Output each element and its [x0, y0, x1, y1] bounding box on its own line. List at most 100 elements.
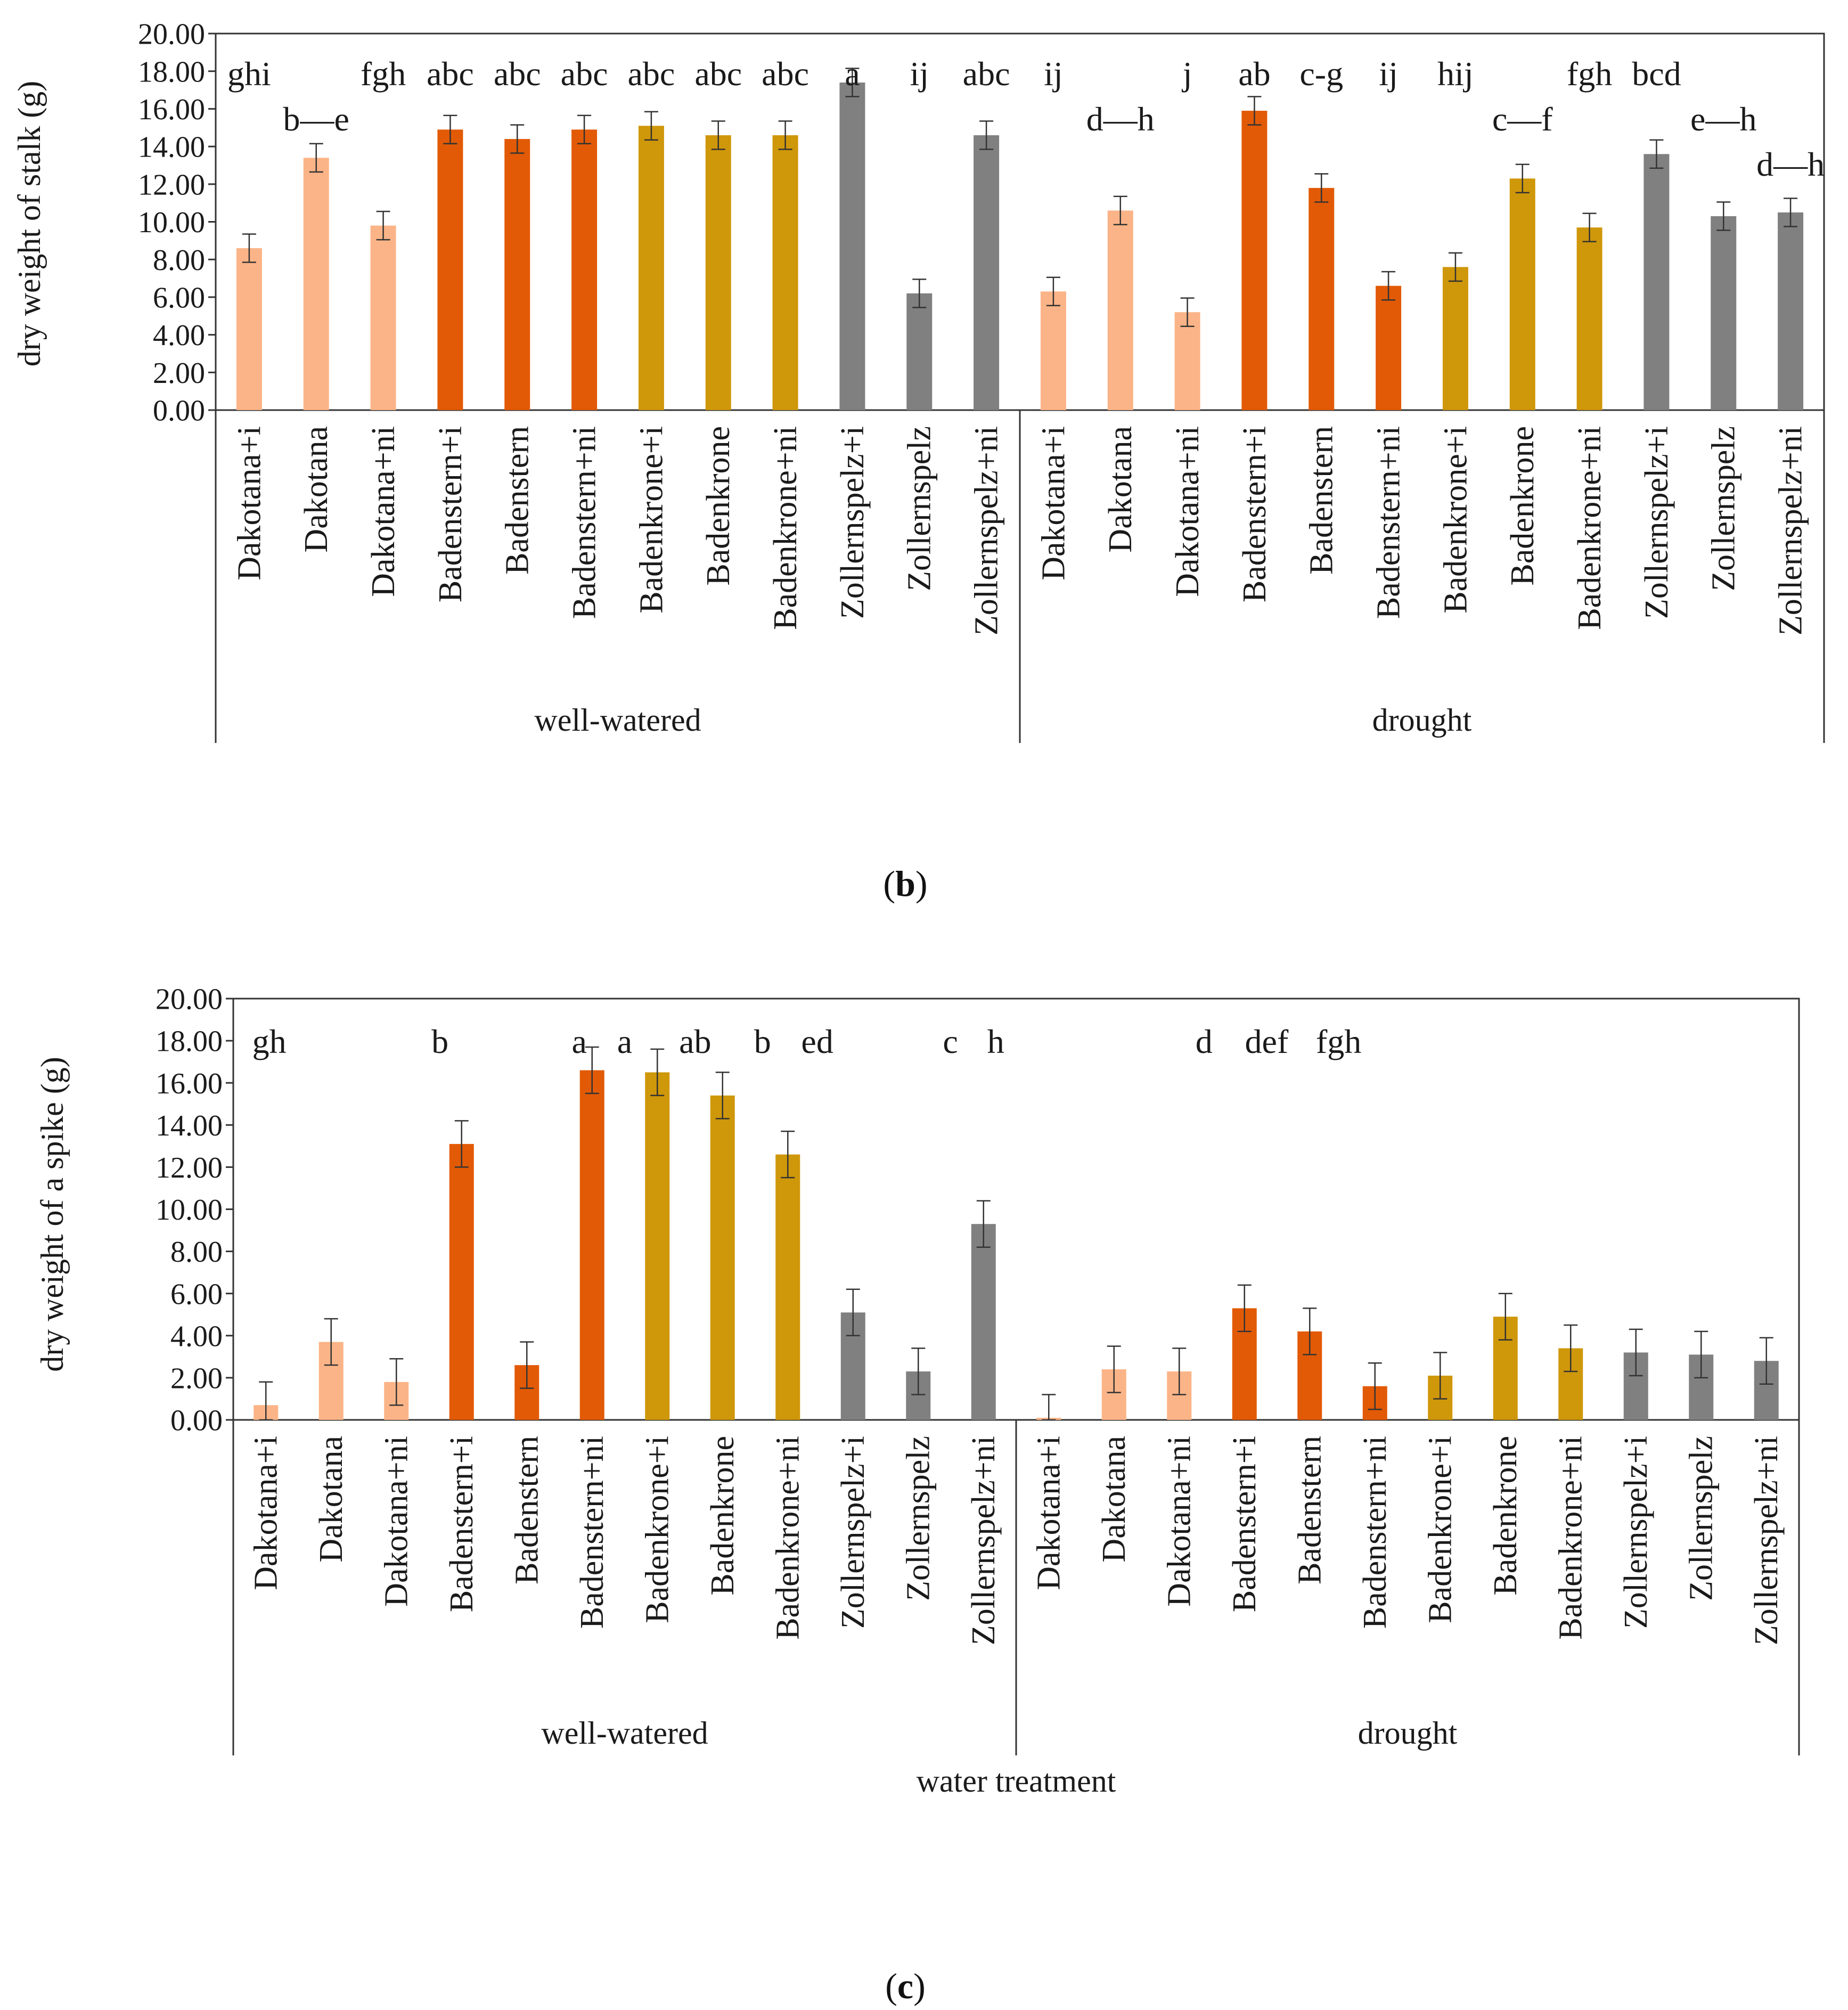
y-tick-label: 16.00	[156, 1067, 223, 1100]
category-label: Badenstern	[1292, 1436, 1328, 1584]
category-label: Badenstern+ni	[567, 426, 603, 619]
category-label: Dakotana+ni	[365, 426, 402, 597]
y-tick-label: 10.00	[156, 1194, 223, 1227]
bar	[236, 248, 262, 410]
bar	[579, 1070, 604, 1420]
significance-letter: b	[754, 1023, 771, 1060]
significance-letter: ij	[1379, 55, 1398, 93]
category-label: Zollernspelz	[1706, 426, 1742, 591]
y-tick-label: 8.00	[170, 1236, 223, 1269]
category-label: Dakotana	[298, 426, 334, 553]
panel-label-b: (b)	[883, 863, 928, 904]
bar	[1174, 312, 1200, 410]
group-label: drought	[1358, 1715, 1458, 1751]
y-tick-label: 12.00	[138, 168, 205, 201]
y-tick-label: 16.00	[138, 93, 205, 126]
group-label: drought	[1372, 702, 1472, 738]
significance-letter: ij	[1044, 55, 1063, 93]
significance-letter: h	[987, 1023, 1004, 1060]
category-label: Zollernspelz+i	[1618, 1436, 1654, 1629]
bar	[1509, 178, 1535, 410]
y-tick-label: 6.00	[153, 282, 205, 315]
y-tick-label: 12.00	[156, 1151, 223, 1184]
significance-letter: ij	[910, 55, 929, 93]
significance-letter: fgh	[361, 55, 406, 93]
significance-letter: abc	[762, 55, 809, 93]
significance-letter: abc	[427, 55, 474, 93]
y-tick-label: 14.00	[138, 131, 205, 164]
significance-letter: d	[1196, 1023, 1213, 1060]
bar	[974, 135, 1000, 410]
y-tick-label: 20.00	[138, 18, 205, 51]
significance-letter: e—h	[1690, 100, 1756, 138]
group-label: well-watered	[541, 1715, 708, 1751]
category-label: Badenstern+i	[1237, 426, 1273, 602]
significance-letter: fgh	[1316, 1023, 1361, 1060]
y-axis-label: dry weight of a spike (g)	[35, 1057, 70, 1372]
significance-letter: ab	[679, 1023, 711, 1060]
bar	[1442, 267, 1468, 410]
bar	[1778, 212, 1804, 410]
bar	[971, 1224, 996, 1420]
category-label: Dakotana+i	[248, 1436, 284, 1590]
category-label: Dakotana+ni	[1170, 426, 1206, 597]
significance-letter: c—f	[1492, 100, 1553, 138]
bar	[1643, 154, 1670, 410]
category-label: Dakotana+ni	[1162, 1436, 1198, 1607]
significance-letter: b—e	[283, 100, 349, 138]
category-label: Zollernspelz	[901, 1436, 937, 1601]
bar	[449, 1143, 474, 1420]
category-label: Dakotana+ni	[379, 1436, 415, 1607]
category-label: Dakotana+i	[1031, 1436, 1067, 1590]
significance-letter: d—h	[1086, 100, 1155, 138]
category-label: Badenkrone+i	[1422, 1436, 1459, 1623]
y-tick-label: 0.00	[153, 395, 205, 428]
y-tick-label: 10.00	[138, 206, 205, 239]
category-label: Badenkrone+ni	[767, 426, 804, 630]
category-label: Badenstern+ni	[574, 1436, 610, 1629]
bar	[1711, 216, 1737, 410]
significance-letter: a	[617, 1023, 632, 1060]
category-label: Badenstern+i	[432, 426, 469, 602]
y-tick-label: 14.00	[156, 1109, 223, 1142]
significance-letter: j	[1182, 55, 1192, 93]
y-tick-label: 8.00	[153, 244, 205, 277]
category-label: Zollernspelz+ni	[966, 1436, 1002, 1645]
bar	[839, 82, 865, 410]
significance-letter: fgh	[1567, 55, 1612, 93]
panel-label-c: (c)	[885, 1966, 926, 2006]
bar	[710, 1095, 735, 1420]
category-label: Badenstern	[1304, 426, 1340, 575]
significance-letter: c-g	[1299, 55, 1343, 93]
significance-letter: a	[845, 55, 860, 93]
category-label: Zollernspelz+i	[1639, 426, 1675, 619]
y-axis-label: dry weight of stalk (g)	[12, 81, 47, 367]
significance-letter: def	[1245, 1023, 1289, 1060]
significance-letter: hij	[1437, 55, 1474, 93]
bar	[437, 129, 463, 410]
category-label: Dakotana	[313, 1436, 349, 1563]
category-label: Badenkrone	[1504, 426, 1541, 586]
y-tick-label: 2.00	[170, 1362, 223, 1395]
significance-letter: ab	[1238, 55, 1270, 93]
significance-letter: abc	[628, 55, 675, 93]
category-label: Zollernspelz+ni	[1773, 426, 1809, 635]
bar	[370, 225, 396, 410]
category-label: Badenstern+i	[1226, 1436, 1263, 1612]
bar	[1107, 210, 1133, 410]
y-tick-label: 20.00	[156, 983, 223, 1016]
significance-letter: abc	[963, 55, 1010, 93]
y-tick-label: 4.00	[170, 1320, 223, 1353]
significance-letter: abc	[694, 55, 742, 93]
bar	[571, 129, 598, 410]
category-label: Badenkrone+i	[1437, 426, 1474, 614]
category-label: Badenstern+ni	[1371, 426, 1407, 619]
category-label: Badenstern+ni	[1357, 1436, 1393, 1629]
bar	[1040, 291, 1066, 410]
significance-letter: c	[943, 1023, 958, 1060]
significance-letter: abc	[494, 55, 541, 93]
y-tick-label: 6.00	[170, 1278, 223, 1311]
y-tick-label: 18.00	[156, 1025, 223, 1058]
category-label: Badenkrone+ni	[770, 1436, 806, 1640]
